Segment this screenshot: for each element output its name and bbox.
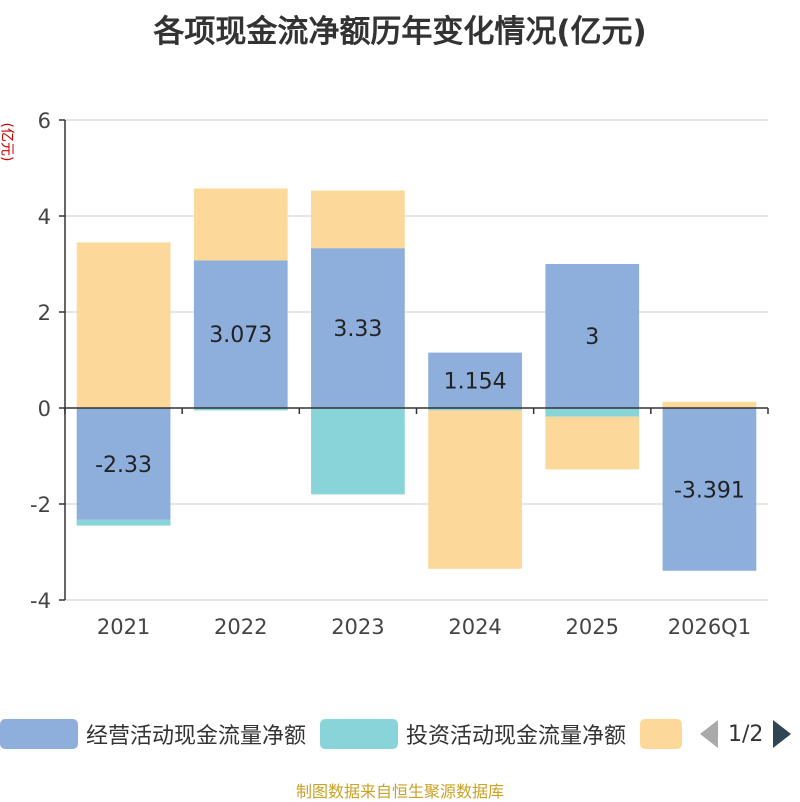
bar-investing	[76, 519, 171, 526]
legend-swatch-financing	[640, 719, 682, 749]
bar-investing	[545, 408, 640, 417]
legend-swatch-investing	[320, 719, 398, 749]
y-tick-label: 0	[38, 397, 51, 421]
y-tick-label: -4	[30, 589, 51, 613]
chart-title: 各项现金流净额历年变化情况(亿元)	[153, 14, 647, 50]
bar-financing	[545, 416, 640, 470]
bar-operating	[662, 408, 757, 571]
x-tick-label: 2024	[448, 615, 501, 639]
x-tick-label: 2025	[566, 615, 619, 639]
bar-financing	[428, 410, 522, 569]
plot-area: -4 -2 0 2 4 6 -2.33 2021 3.073 2022 3.33 2023 1.154 2…	[30, 109, 769, 639]
pager-prev-icon[interactable]	[700, 720, 718, 748]
data-label: 1.154	[444, 369, 507, 394]
bar-investing	[311, 408, 405, 495]
data-label: 3	[585, 325, 599, 350]
x-tick-label: 2021	[97, 615, 150, 639]
bar-financing	[193, 188, 288, 261]
data-label: -3.391	[674, 478, 745, 503]
legend-label-investing: 投资活动现金流量净额	[406, 724, 627, 749]
bar-operating	[545, 264, 640, 408]
bar-operating	[428, 352, 522, 408]
x-tick-label: 2026Q1	[668, 615, 751, 639]
bar-operating	[193, 260, 288, 408]
y-tick-label: -2	[30, 493, 51, 517]
legend-item-investing[interactable]: 投资活动现金流量净额	[320, 716, 626, 752]
y-tick-label: 6	[38, 109, 51, 133]
bar-financing	[662, 401, 757, 408]
bar-investing	[193, 408, 288, 411]
source-note: 制图数据来自恒生聚源数据库	[295, 782, 504, 801]
y-tick-label: 4	[38, 205, 51, 229]
x-tick-label: 2022	[214, 615, 267, 639]
pager-next-icon[interactable]	[773, 720, 792, 748]
data-label: 3.33	[333, 317, 382, 342]
data-label: -2.33	[95, 453, 152, 478]
x-tick-label: 2023	[331, 615, 384, 639]
y-tick-label: 2	[38, 301, 51, 325]
legend-item-operating[interactable]: 经营活动现金流量净额	[0, 716, 306, 752]
bar-financing	[311, 190, 405, 249]
legend-swatch-operating	[0, 719, 78, 749]
bar-investing	[428, 408, 522, 411]
legend-label-operating: 经营活动现金流量净额	[86, 724, 307, 749]
data-label: 3.073	[209, 323, 272, 348]
legend: 经营活动现金流量净额 投资活动现金流量净额	[0, 716, 800, 756]
legend-item-financing[interactable]	[640, 716, 682, 752]
pager-text: 1/2	[728, 721, 764, 747]
legend-pager: 1/2	[700, 716, 792, 752]
bar-financing	[76, 242, 171, 408]
bar-operating	[76, 408, 171, 520]
bar-operating	[311, 248, 405, 408]
